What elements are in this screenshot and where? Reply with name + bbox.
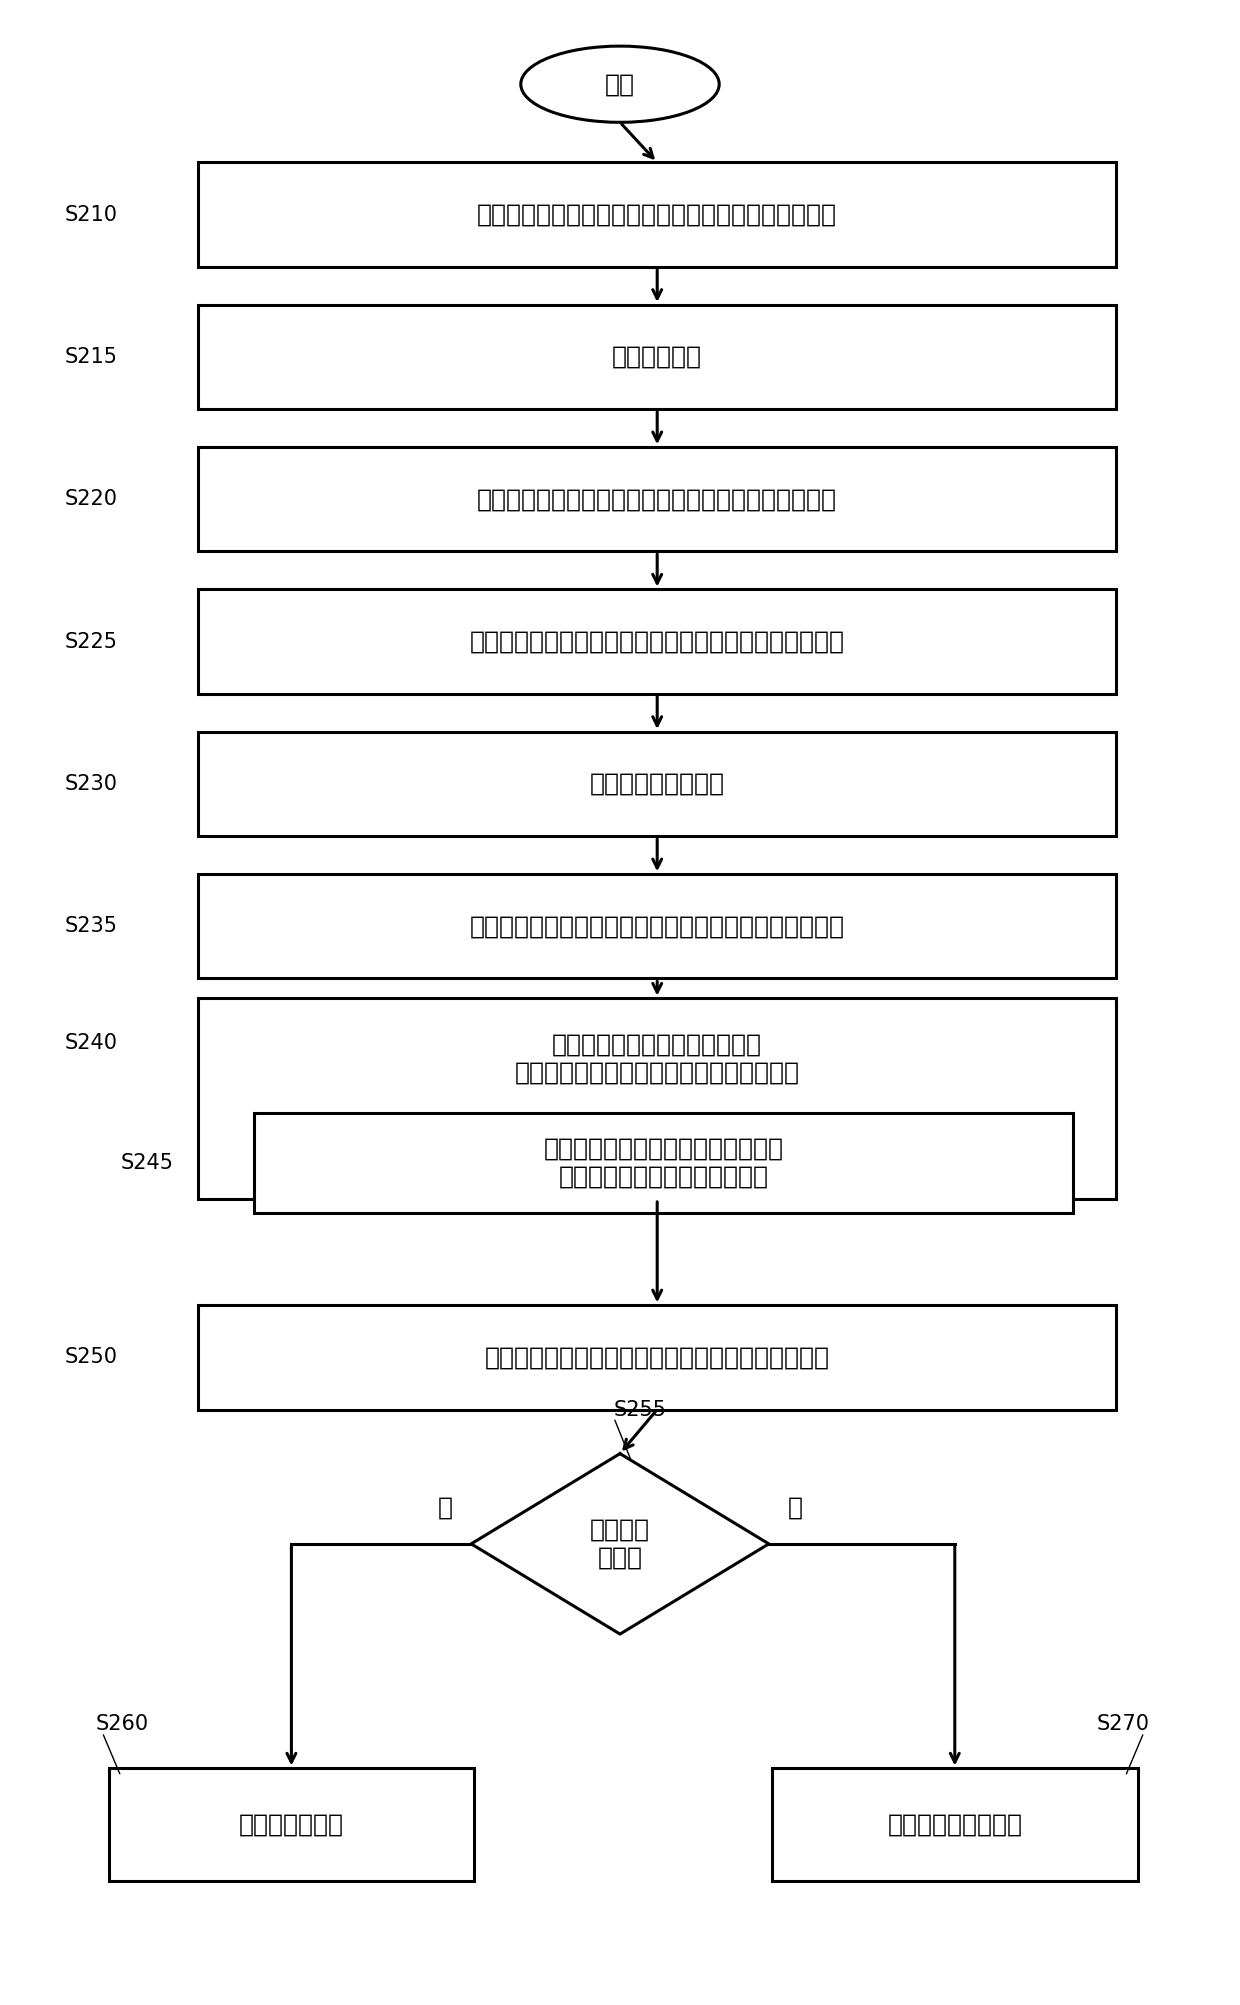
Bar xyxy=(198,874,1116,978)
Bar xyxy=(198,305,1116,409)
Text: 产生辅助数据: 产生辅助数据 xyxy=(613,345,702,369)
Text: 是: 是 xyxy=(438,1496,453,1520)
Text: S240: S240 xyxy=(64,1033,118,1053)
Text: S255: S255 xyxy=(614,1399,667,1420)
Text: 依据该第二数据块的一部分及该
第二网络数据的一部分解码产生一目标数据: 依据该第二数据块的一部分及该 第二网络数据的一部分解码产生一目标数据 xyxy=(515,1033,800,1085)
Text: 否: 否 xyxy=(787,1496,802,1520)
Bar xyxy=(254,1113,1073,1213)
Text: 依据开放系统互连模型产生第一数据块及一第二数据块: 依据开放系统互连模型产生第一数据块及一第二数据块 xyxy=(477,203,837,227)
Text: S225: S225 xyxy=(64,632,118,652)
Text: S230: S230 xyxy=(64,774,118,794)
Text: S210: S210 xyxy=(64,205,118,225)
Bar xyxy=(198,732,1116,836)
Text: S260: S260 xyxy=(97,1714,149,1734)
Bar xyxy=(198,998,1116,1199)
Text: S250: S250 xyxy=(64,1347,118,1367)
Bar xyxy=(109,1768,474,1881)
Bar xyxy=(198,162,1116,267)
Text: 依据该第二检查码检查该目标数据以产生一检查结果: 依据该第二检查码检查该目标数据以产生一检查结果 xyxy=(485,1345,830,1369)
Text: 解码该第二网络数据: 解码该第二网络数据 xyxy=(888,1813,1022,1837)
Text: S270: S270 xyxy=(1097,1714,1149,1734)
Text: S220: S220 xyxy=(64,489,118,509)
Text: 依据该辅助数据，将该第二数据块的
多个位元值转换为一软性输入值: 依据该辅助数据，将该第二数据块的 多个位元值转换为一软性输入值 xyxy=(543,1137,784,1189)
Bar xyxy=(771,1768,1138,1881)
Text: 处理该目标数据: 处理该目标数据 xyxy=(239,1813,343,1837)
Text: 编码该第一数据块及该第一检查码以产生一第一网络数据: 编码该第一数据块及该第一检查码以产生一第一网络数据 xyxy=(470,630,844,654)
Bar xyxy=(198,1305,1116,1410)
Text: 接收一第二网络数据，该第二网络数据包含一第二检查码: 接收一第二网络数据，该第二网络数据包含一第二检查码 xyxy=(470,914,844,938)
Text: 开始: 开始 xyxy=(605,72,635,96)
Text: 检查结果
正确？: 检查结果 正确？ xyxy=(590,1518,650,1570)
Text: S215: S215 xyxy=(64,347,118,367)
Text: S235: S235 xyxy=(64,916,118,936)
Bar xyxy=(198,447,1116,551)
Polygon shape xyxy=(471,1454,769,1634)
Text: S245: S245 xyxy=(120,1153,174,1173)
Text: 传送该第一网络数据: 传送该第一网络数据 xyxy=(590,772,724,796)
Bar xyxy=(198,589,1116,694)
Ellipse shape xyxy=(521,46,719,122)
Text: 基于一侦错方法处理该第一数据块以产生一第一检查码: 基于一侦错方法处理该第一数据块以产生一第一检查码 xyxy=(477,487,837,511)
